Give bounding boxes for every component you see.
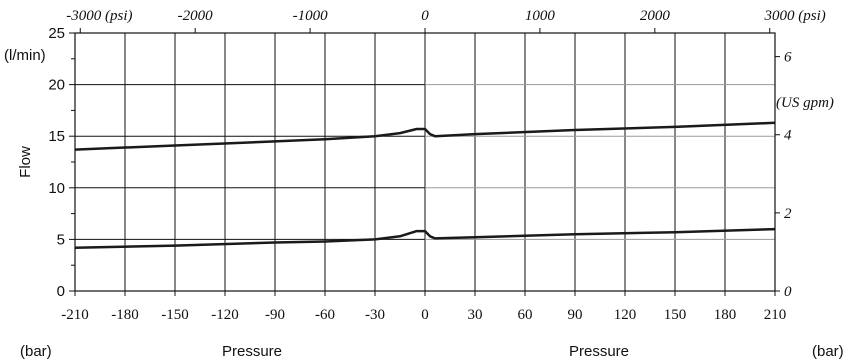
grid	[69, 28, 780, 296]
x-tick-label: -150	[161, 307, 189, 323]
right-tick-label: 2	[784, 206, 792, 222]
right-tick-label: 4	[784, 128, 792, 144]
x-tick-label: 150	[664, 307, 687, 323]
x-tick-label: 90	[568, 307, 583, 323]
y-tick-label: 0	[57, 283, 65, 300]
x-tick-label: -60	[315, 307, 335, 323]
top-tick-label: 1000	[525, 8, 556, 24]
series-line-1	[74, 121, 776, 151]
minor-ticks	[71, 58, 75, 266]
tick-labels: -210 -180 -150 -120 -90 -60 -30 0 30 60 90 120 150 18…	[48, 8, 825, 323]
top-tick-label: 0	[421, 8, 429, 24]
y-tick-label: 5	[57, 231, 65, 248]
x-axis-unit-right: (bar)	[812, 343, 844, 360]
top-tick-label: 2000	[640, 8, 671, 24]
top-tick-label: 3000 (psi)	[763, 8, 825, 24]
x-tick-label: 60	[518, 307, 533, 323]
y-tick-label: 15	[48, 128, 65, 145]
x-tick-label: -180	[111, 307, 139, 323]
x-tick-label: 0	[421, 307, 429, 323]
x-tick-label: 120	[614, 307, 637, 323]
plot-frame	[74, 32, 776, 292]
x-tick-label: 210	[764, 307, 787, 323]
series-line-2	[74, 227, 776, 249]
series-layer	[74, 121, 776, 249]
right-tick-label: 0	[784, 284, 792, 300]
y-tick-label: 25	[48, 25, 65, 42]
x-tick-label: -30	[365, 307, 385, 323]
x-tick-label: 180	[714, 307, 737, 323]
x-tick-label: -210	[61, 307, 89, 323]
y-axis-unit: (l/min)	[4, 47, 46, 64]
y-axis-title: Flow	[17, 146, 34, 178]
x-tick-label: -90	[265, 307, 285, 323]
x-axis-title-right: Pressure	[569, 343, 629, 360]
x-tick-label: 30	[468, 307, 483, 323]
x-axis-unit-left: (bar)	[20, 343, 52, 360]
x-tick-label: -120	[211, 307, 239, 323]
x-axis-title-left: Pressure	[222, 343, 282, 360]
right-tick-label: 6	[784, 50, 792, 66]
top-tick-label: -3000 (psi)	[66, 8, 132, 24]
y-tick-label: 20	[48, 77, 65, 94]
top-tick-label: -2000	[178, 8, 213, 24]
y2-axis-unit: (US gpm)	[776, 95, 834, 111]
top-tick-label: -1000	[293, 8, 328, 24]
y-tick-label: 10	[48, 180, 65, 197]
plot-border	[74, 32, 776, 292]
